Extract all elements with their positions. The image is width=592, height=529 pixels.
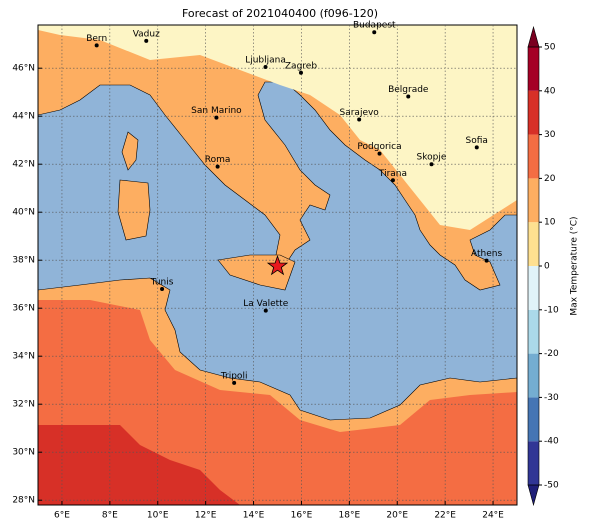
colorbar-bin	[528, 47, 539, 91]
city-dot	[484, 258, 489, 263]
colorbar-tick-label: -40	[544, 437, 559, 447]
x-tick-label: 22°E	[434, 511, 456, 521]
africa-hot	[38, 425, 240, 505]
city-label: Roma	[205, 155, 231, 165]
city-dot	[94, 43, 99, 48]
city-dot	[263, 308, 268, 313]
city-label: Sarajevo	[340, 108, 380, 118]
city-label: Tirana	[378, 169, 407, 179]
city-label: Budapest	[353, 21, 396, 31]
x-tick-label: 10°E	[147, 511, 169, 521]
city-label: Vaduz	[133, 29, 160, 39]
colorbar-tick-label: 20	[544, 174, 556, 184]
y-tick-label: 42°N	[12, 160, 35, 170]
colorbar-tick-label: -10	[544, 305, 559, 315]
x-tick-label: 8°E	[102, 511, 118, 521]
corsica	[121, 131, 139, 171]
y-tick-label: 46°N	[12, 64, 35, 74]
y-tick-label: 34°N	[12, 352, 35, 362]
colorbar-bin	[528, 441, 539, 485]
colorbar-tick-label: -50	[544, 481, 559, 491]
colorbar-tick-label: 0	[544, 262, 550, 272]
map-area	[38, 25, 517, 505]
x-tick-label: 20°E	[386, 511, 408, 521]
x-tick-label: 18°E	[339, 511, 361, 521]
colorbar-tick-label: 30	[544, 130, 556, 140]
city-label: Sofia	[466, 136, 488, 146]
city-label: Belgrade	[388, 85, 429, 95]
colorbar-tick-label: 10	[544, 218, 556, 228]
x-tick-label: 24°E	[482, 511, 504, 521]
sardinia	[117, 179, 151, 241]
colorbar-bin	[528, 397, 539, 442]
colorbar-bin	[528, 353, 539, 398]
city-dot	[232, 380, 237, 385]
x-tick-label: 6°E	[54, 511, 70, 521]
x-tick-label: 14°E	[243, 511, 265, 521]
city-label: Skopje	[417, 153, 447, 163]
colorbar-label: Max Temperature (°C)	[570, 216, 580, 315]
y-tick-label: 36°N	[12, 304, 35, 314]
city-dot	[144, 38, 149, 43]
city-label: La Valette	[243, 299, 288, 309]
city-dot	[429, 162, 434, 167]
x-tick-label: 12°E	[195, 511, 217, 521]
colorbar-bin	[528, 134, 539, 179]
y-tick-label: 40°N	[12, 208, 35, 218]
city-dot	[160, 287, 165, 291]
city-dot	[263, 65, 268, 69]
city-label: Athens	[471, 249, 502, 259]
y-tick-label: 32°N	[12, 400, 35, 410]
colorbar-under	[527, 484, 540, 507]
map-frame	[37, 24, 518, 506]
y-tick-label: 28°N	[12, 496, 35, 506]
city-dot	[377, 151, 382, 156]
city-label: Tunis	[150, 278, 174, 288]
city-label: Bern	[86, 34, 107, 44]
x-tick-label: 16°E	[291, 511, 313, 521]
y-tick-label: 44°N	[12, 112, 35, 122]
y-tick-label: 30°N	[12, 448, 35, 458]
colorbar-bin	[528, 178, 539, 223]
colorbar-over	[527, 25, 540, 48]
y-tick-label: 38°N	[12, 256, 35, 266]
city-dot	[298, 70, 303, 75]
city-dot	[357, 117, 362, 122]
colorbar-bin	[528, 90, 539, 135]
city-label: Tripoli	[220, 371, 248, 381]
city-dot	[474, 145, 479, 150]
colorbar-tick-label: -30	[544, 393, 559, 403]
city-label: San Marino	[191, 106, 242, 116]
colorbar-tick-label: -20	[544, 349, 559, 359]
colorbar-tick-label: 50	[544, 43, 556, 53]
colorbar-bin	[528, 266, 539, 310]
europe-cool	[38, 25, 517, 230]
city-dot	[215, 164, 220, 169]
map-title: Forecast of 2021040400 (f096-120)	[182, 7, 378, 20]
colorbar-bin	[528, 222, 539, 266]
city-label: Zagreb	[285, 61, 317, 71]
colorbar-tick-label: 40	[544, 86, 556, 96]
city-dot	[390, 178, 395, 183]
city-dot	[214, 115, 219, 120]
city-dot	[406, 94, 411, 99]
city-dot	[372, 30, 377, 35]
star-marker	[266, 254, 289, 276]
city-label: Ljubljana	[245, 56, 286, 66]
colorbar-bin	[528, 309, 539, 354]
city-label: Podgorica	[357, 142, 401, 152]
